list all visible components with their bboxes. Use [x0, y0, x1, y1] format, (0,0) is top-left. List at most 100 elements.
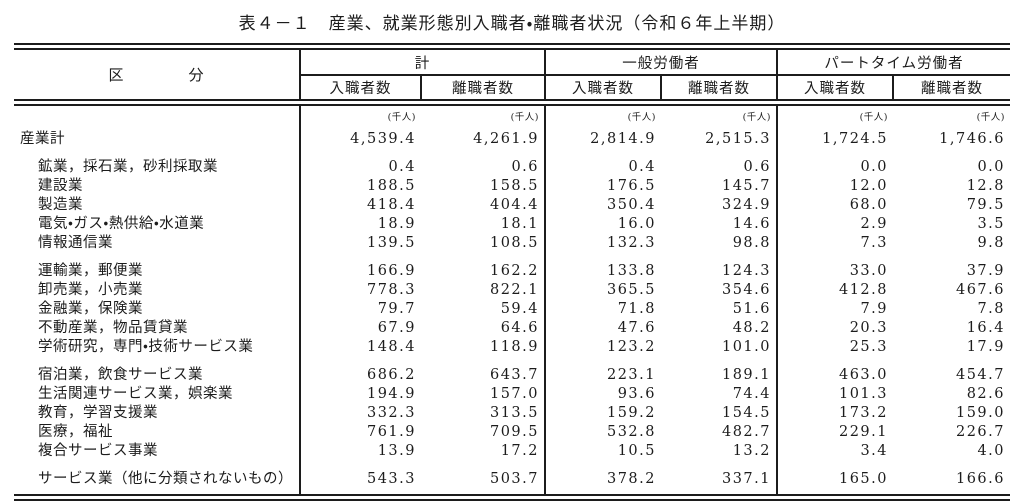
cell-value: 20.3: [849, 320, 888, 336]
cell-value: 0.0: [977, 159, 1005, 175]
cell-value: 10.5: [617, 443, 656, 459]
cell-value: 229.1: [838, 424, 888, 440]
cell-value: 194.9: [366, 386, 416, 402]
cell-value: 16.0: [617, 216, 656, 232]
column-group-total: 計: [300, 43, 546, 76]
cell-value: 418.4: [366, 197, 416, 213]
cell-value: 13.2: [661, 442, 778, 461]
header-group-row: 区 分 計 一般労働者 パートタイム労働者: [14, 43, 1010, 106]
cell-value: 166.6: [893, 461, 1010, 501]
table-row: サービス業（他に分類されないもの） 543.3 503.7 378.2 337.…: [14, 461, 1010, 501]
cell-value: 778.3: [366, 282, 416, 298]
cell-value: 154.5: [661, 404, 778, 423]
row-label: 電気・ガス・熱供給・水道業: [14, 215, 301, 234]
cell-value: 33.0: [849, 263, 888, 279]
table-row: 卸売業，小売業 778.3 822.1 365.5 354.6 412.8 46…: [14, 281, 1010, 300]
cell-value: 378.2: [545, 461, 661, 501]
cell-value: 162.2: [421, 253, 546, 281]
table-row: 学術研究，専門・技術サービス業 148.4 118.9 123.2 101.0 …: [14, 338, 1010, 357]
cell-value: 1,724.5: [822, 131, 888, 147]
cell-value: 165.0: [777, 461, 893, 501]
cell-value: 532.8: [606, 424, 656, 440]
cell-value: 68.0: [849, 197, 888, 213]
cell-value: 17.9: [966, 339, 1005, 355]
row-label: 不動産業，物品賃貸業: [14, 319, 301, 338]
table-row: 運輸業，郵便業 166.9 162.2 133.8 124.3 33.0 37.…: [14, 253, 1010, 281]
cell-value: 176.5: [606, 178, 656, 194]
row-label: 金融業，保険業: [14, 300, 301, 319]
table-row: 産業計 4,539.4 4,261.9 2,814.9 2,515.3 1,72…: [14, 126, 1010, 149]
cell-value: 159.0: [955, 405, 1005, 421]
cell-value: 108.5: [421, 234, 546, 253]
cell-value: 47.6: [617, 320, 656, 336]
cell-value: 71.8: [617, 301, 656, 317]
row-label: 医療，福祉: [14, 423, 301, 442]
cell-value: 18.1: [421, 215, 546, 234]
cell-value: 4,261.9: [421, 126, 546, 149]
cell-value: 51.6: [661, 300, 778, 319]
row-label: 宿泊業，飲食サービス業: [14, 357, 301, 385]
cell-value: 16.4: [966, 320, 1005, 336]
cell-value: 822.1: [421, 281, 546, 300]
table-row: 建設業 188.5 158.5 176.5 145.7 12.0 12.8: [14, 177, 1010, 196]
table-header: 区 分 計 一般労働者 パートタイム労働者 入職者数 離職者数 入職者数 離職者…: [14, 43, 1010, 106]
row-label: 生活関連サービス業，娯楽業: [14, 385, 301, 404]
cell-value: 4,539.4: [350, 131, 416, 147]
cell-value: 1,746.6: [939, 131, 1005, 147]
row-label: 製造業: [14, 196, 301, 215]
table-row: 不動産業，物品賃貸業 67.9 64.6 47.6 48.2 20.3 16.4: [14, 319, 1010, 338]
cell-value: 18.9: [377, 216, 416, 232]
cell-value: 761.9: [366, 424, 416, 440]
cell-value: 226.7: [955, 424, 1005, 440]
row-label: 学術研究，専門・技術サービス業: [14, 338, 301, 357]
table-row: 複合サービス事業 13.9 17.2 10.5 13.2 3.4 4.0: [14, 442, 1010, 461]
cell-value: 64.6: [421, 319, 546, 338]
row-label: 建設業: [14, 177, 301, 196]
cell-value: 0.4: [628, 159, 656, 175]
cell-value: 0.6: [421, 149, 546, 177]
cell-value: 82.6: [966, 386, 1005, 402]
cell-value: 145.7: [661, 177, 778, 196]
row-label: 卸売業，小売業: [14, 281, 301, 300]
row-label: 運輸業，郵便業: [14, 253, 301, 281]
cell-value: 350.4: [606, 197, 656, 213]
cell-value: 7.3: [860, 235, 888, 251]
cell-value: 59.4: [421, 300, 546, 319]
cell-value: 2,814.9: [590, 131, 656, 147]
cell-value: 13.9: [377, 443, 416, 459]
cell-value: 133.8: [606, 263, 656, 279]
cell-value: 404.4: [421, 196, 546, 215]
cell-value: 48.2: [661, 319, 778, 338]
table-row: 生活関連サービス業，娯楽業 194.9 157.0 93.6 74.4 101.…: [14, 385, 1010, 404]
column-group-parttime-workers: パートタイム労働者: [777, 43, 1010, 76]
cell-value: 463.0: [838, 367, 888, 383]
column-header-entrants-general: 入職者数: [545, 75, 662, 106]
column-header-leavers-total: 離職者数: [421, 75, 546, 106]
cell-value: 173.2: [838, 405, 888, 421]
table-title: 表４－１ 産業、就業形態別入職者・離職者状況（令和６年上半期）: [238, 14, 786, 34]
cell-value: 74.4: [661, 385, 778, 404]
cell-value: 313.5: [421, 404, 546, 423]
cell-value: 412.8: [838, 282, 888, 298]
cell-value: 0.4: [388, 159, 416, 175]
cell-value: 25.3: [849, 339, 888, 355]
cell-value: 332.3: [366, 405, 416, 421]
cell-value: 79.7: [377, 301, 416, 317]
cell-value: 7.9: [860, 301, 888, 317]
row-label: サービス業（他に分類されないもの）: [14, 461, 301, 501]
cell-value: 686.2: [366, 367, 416, 383]
row-label: 教育，学習支援業: [14, 404, 301, 423]
table-body: (千人) (千人) (千人) (千人) (千人) (千人) 産業計 4,539.…: [14, 102, 1010, 501]
unit-label: (千人): [627, 111, 656, 123]
row-label: 情報通信業: [14, 234, 301, 253]
row-label: 鉱業，採石業，砂利採取業: [14, 149, 301, 177]
cell-value: 14.6: [661, 215, 778, 234]
cell-value: 188.5: [366, 178, 416, 194]
header-sub-row: 入職者数 離職者数 入職者数 離職者数 入職者数 離職者数: [14, 75, 1010, 106]
cell-value: 324.9: [661, 196, 778, 215]
unit-label: (千人): [859, 111, 888, 123]
unit-label: (千人): [976, 111, 1005, 123]
cell-value: 337.1: [661, 461, 778, 501]
cell-value: 101.3: [838, 386, 888, 402]
cell-value: 37.9: [966, 263, 1005, 279]
